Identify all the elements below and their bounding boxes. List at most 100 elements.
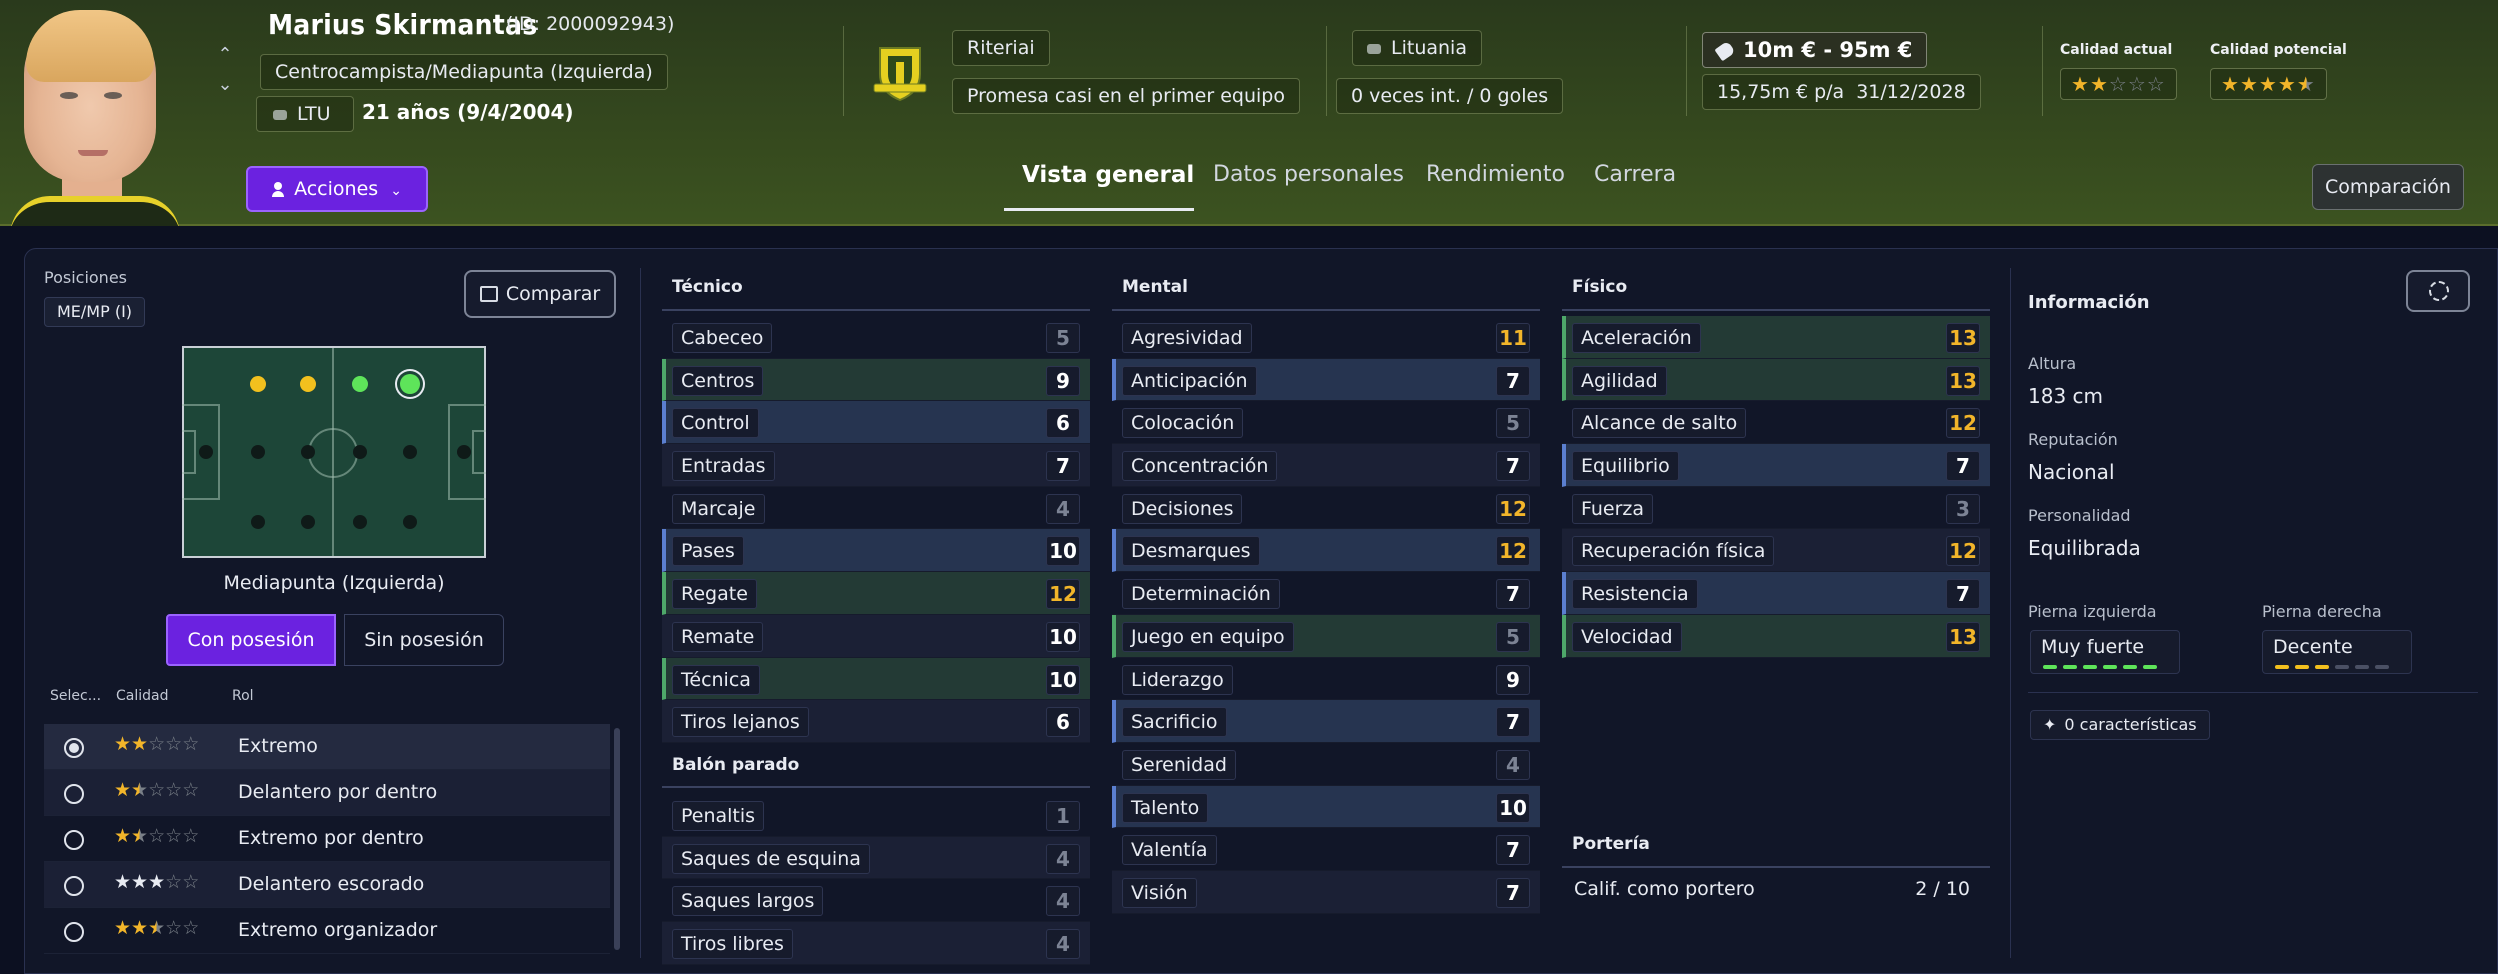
attribute-row[interactable]: Visión 7 xyxy=(1112,870,1540,914)
position-dot[interactable] xyxy=(251,445,265,459)
attribute-row[interactable]: Anticipación 7 xyxy=(1112,358,1540,402)
attribute-row[interactable]: Decisiones 12 xyxy=(1112,487,1540,530)
out-of-possession-toggle[interactable]: Sin posesión xyxy=(344,614,504,666)
club-crest-icon[interactable] xyxy=(870,40,930,102)
attribute-row[interactable]: Desmarques 12 xyxy=(1112,529,1540,573)
role-name: Delantero escorado xyxy=(238,873,425,895)
position-dot[interactable] xyxy=(301,445,315,459)
country-chip[interactable]: Lituania xyxy=(1352,30,1482,66)
attribute-row[interactable]: Sacrificio 7 xyxy=(1112,700,1540,743)
attribute-row[interactable]: Juego en equipo 5 xyxy=(1112,614,1540,658)
attribute-row[interactable]: Agresividad 11 xyxy=(1112,316,1540,359)
attribute-name: Tiros libres xyxy=(672,929,793,960)
role-row[interactable]: ★★★☆☆ Extremo organizador xyxy=(44,908,610,954)
star-empty-icon: ☆ xyxy=(2146,72,2166,96)
role-radio[interactable] xyxy=(64,830,84,850)
goalkeeping-title: Portería xyxy=(1572,834,1650,854)
position-dot[interactable] xyxy=(403,515,417,529)
attribute-row[interactable]: Velocidad 13 xyxy=(1562,614,1990,658)
star-full-icon: ★ xyxy=(2277,72,2297,96)
reputation-value: Nacional xyxy=(2028,460,2115,484)
club-chip[interactable]: Riteriai xyxy=(952,30,1050,66)
column-quality[interactable]: Calidad xyxy=(116,688,169,704)
attribute-row[interactable]: Saques de esquina 4 xyxy=(662,836,1090,880)
selected-position-dot[interactable] xyxy=(400,374,420,394)
column-select[interactable]: Selec... xyxy=(50,688,102,704)
attribute-row[interactable]: Control 6 xyxy=(662,401,1090,445)
role-row[interactable]: ★★★☆☆ Delantero escorado xyxy=(44,862,610,908)
position-dot[interactable] xyxy=(300,376,316,392)
position-dot[interactable] xyxy=(353,445,367,459)
role-radio[interactable] xyxy=(64,784,84,804)
attribute-row[interactable]: Concentración 7 xyxy=(1112,444,1540,487)
attribute-row[interactable]: Alcance de salto 12 xyxy=(1562,401,1990,445)
role-row[interactable]: ★★☆☆☆ Extremo por dentro xyxy=(44,816,610,862)
height-value: 183 cm xyxy=(2028,384,2104,408)
attribute-row[interactable]: Aceleración 13 xyxy=(1562,316,1990,359)
position-dot[interactable] xyxy=(251,515,265,529)
attribute-value: 12 xyxy=(1046,579,1080,610)
attribute-row[interactable]: Valentía 7 xyxy=(1112,828,1540,871)
tab-personal-data[interactable]: Datos personales xyxy=(1213,162,1404,187)
position-dot[interactable] xyxy=(352,376,368,392)
attribute-row[interactable]: Equilibrio 7 xyxy=(1562,444,1990,487)
attribute-row[interactable]: Talento 10 xyxy=(1112,785,1540,829)
attribute-row[interactable]: Remate 10 xyxy=(662,614,1090,658)
previous-player-chevron-up-icon[interactable]: ⌃ xyxy=(217,44,233,65)
column-role[interactable]: Rol xyxy=(232,688,254,704)
physical-attributes: Aceleración 13 Agilidad 13 Alcance de salto 1… xyxy=(1562,316,1990,658)
flag-icon xyxy=(1367,43,1381,54)
tab-overview[interactable]: Vista general xyxy=(1022,162,1195,188)
attribute-row[interactable]: Recuperación física 12 xyxy=(1562,529,1990,573)
role-list-scrollbar[interactable] xyxy=(614,728,620,950)
role-radio[interactable] xyxy=(64,738,84,758)
selected-position-name: Mediapunta (Izquierda) xyxy=(223,572,445,594)
tab-career[interactable]: Carrera xyxy=(1594,162,1677,187)
wage-chip: 15,75m € p/a 31/12/2028 xyxy=(1702,74,1981,110)
attribute-row[interactable]: Regate 12 xyxy=(662,572,1090,615)
position-dot[interactable] xyxy=(199,445,213,459)
attribute-row[interactable]: Resistencia 7 xyxy=(1562,572,1990,615)
attribute-row[interactable]: Fuerza 3 xyxy=(1562,487,1990,530)
attribute-row[interactable]: Saques largos 4 xyxy=(662,879,1090,923)
attribute-value: 7 xyxy=(1496,707,1530,738)
attribute-name: Anticipación xyxy=(1122,365,1257,396)
role-radio[interactable] xyxy=(64,876,84,896)
attribute-row[interactable]: Cabeceo 5 xyxy=(662,316,1090,359)
attribute-value: 3 xyxy=(1946,493,1980,524)
attribute-row[interactable]: Entradas 7 xyxy=(662,444,1090,487)
role-radio[interactable] xyxy=(64,922,84,942)
attribute-value: 13 xyxy=(1946,323,1980,353)
attribute-row[interactable]: Determinación 7 xyxy=(1112,572,1540,615)
role-name: Extremo por dentro xyxy=(238,827,424,849)
traits-chip[interactable]: ✦ 0 características xyxy=(2030,710,2210,740)
compare-positions-button[interactable]: Comparar xyxy=(464,270,616,318)
attribute-row[interactable]: Colocación 5 xyxy=(1112,401,1540,445)
attribute-row[interactable]: Pases 10 xyxy=(662,529,1090,573)
comparison-button[interactable]: Comparación xyxy=(2312,164,2464,210)
attribute-row[interactable]: Tiros lejanos 6 xyxy=(662,700,1090,743)
nationality-chip[interactable]: LTU xyxy=(256,96,354,132)
tab-performance[interactable]: Rendimiento xyxy=(1426,162,1565,187)
next-player-chevron-down-icon[interactable]: ⌄ xyxy=(217,74,233,95)
attribute-row[interactable]: Liderazgo 9 xyxy=(1112,658,1540,701)
position-dot[interactable] xyxy=(353,515,367,529)
attribute-row[interactable]: Agilidad 13 xyxy=(1562,358,1990,402)
position-dot[interactable] xyxy=(301,515,315,529)
international-caps-chip: 0 veces int. / 0 goles xyxy=(1336,78,1564,114)
attribute-row[interactable]: Penaltis 1 xyxy=(662,794,1090,837)
role-row[interactable]: ★★☆☆☆ Extremo xyxy=(44,724,610,770)
profile-button[interactable] xyxy=(2406,270,2470,312)
attribute-row[interactable]: Centros 9 xyxy=(662,358,1090,402)
position-dot[interactable] xyxy=(457,445,471,459)
attribute-row[interactable]: Tiros libres 4 xyxy=(662,922,1090,965)
position-pitch[interactable] xyxy=(182,346,486,558)
actions-button[interactable]: Acciones ⌄ xyxy=(246,166,428,212)
in-possession-toggle[interactable]: Con posesión xyxy=(166,614,336,666)
attribute-row[interactable]: Serenidad 4 xyxy=(1112,743,1540,786)
position-dot[interactable] xyxy=(403,445,417,459)
attribute-row[interactable]: Técnica 10 xyxy=(662,657,1090,701)
position-dot[interactable] xyxy=(250,376,266,392)
attribute-row[interactable]: Marcaje 4 xyxy=(662,487,1090,530)
role-row[interactable]: ★★☆☆☆ Delantero por dentro xyxy=(44,770,610,816)
